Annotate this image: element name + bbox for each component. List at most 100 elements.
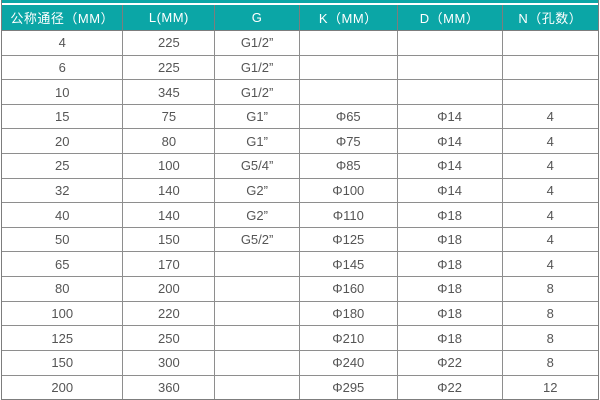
table-cell: Φ75 (298, 128, 398, 155)
table-cell: 4 (501, 128, 598, 155)
table-cell (298, 54, 398, 81)
table-row: 80 200 Φ160 Φ18 8 (2, 276, 598, 302)
table-cell (214, 349, 300, 376)
table-row: 100 220 Φ180 Φ18 8 (2, 300, 598, 327)
table-cell: 65 (2, 251, 124, 278)
table-row: 10 345 G1/2” (2, 79, 598, 105)
table-cell: 140 (122, 202, 216, 228)
table-row: 4 225 G1/2” (2, 30, 598, 56)
table-cell: Φ295 (298, 374, 398, 399)
table-cell: Φ180 (298, 300, 398, 327)
table-cell: 220 (122, 300, 216, 327)
table-body: 4 225 G1/2” 6 225 G1/2” 10 345 G1/2” 15 75 G1” Φ65 Φ1… (2, 30, 598, 399)
table-cell: G2” (214, 177, 300, 204)
table-cell (501, 30, 598, 56)
header-row: 公称通径（MM） L(MM) G K（MM） D（MM） N（孔数） (2, 5, 598, 31)
table-cell: 12 (501, 374, 598, 399)
table-cell: 40 (2, 202, 124, 228)
table-cell: 4 (501, 251, 598, 278)
table-cell (501, 79, 598, 105)
table-cell: Φ100 (298, 177, 398, 204)
table-cell: 6 (2, 54, 124, 81)
table-cell: 125 (2, 325, 124, 351)
table-cell: Φ85 (298, 153, 398, 179)
top-accent-bar (2, 0, 598, 3)
column-header: N（孔数） (501, 5, 598, 31)
table-cell (214, 276, 300, 302)
table-cell: 32 (2, 177, 124, 204)
table-cell: 170 (122, 251, 216, 278)
table-cell: Φ125 (298, 226, 398, 253)
table-cell: Φ160 (298, 276, 398, 302)
column-header: L(MM) (122, 5, 216, 31)
table-row: 25 100 G5/4” Φ85 Φ14 4 (2, 153, 598, 179)
table-row: 200 360 Φ295 Φ22 12 (2, 374, 598, 399)
table-cell: Φ18 (396, 325, 503, 351)
table-row: 20 80 G1” Φ75 Φ14 4 (2, 128, 598, 155)
table-cell: 300 (122, 349, 216, 376)
table-cell: G5/2” (214, 226, 300, 253)
table-cell: 100 (122, 153, 216, 179)
table-cell: Φ65 (298, 103, 398, 130)
table-cell: Φ210 (298, 325, 398, 351)
table-cell: 8 (501, 300, 598, 327)
table-cell (298, 30, 398, 56)
table-cell: 250 (122, 325, 216, 351)
table-cell: 360 (122, 374, 216, 399)
table-cell: G1/2” (214, 54, 300, 81)
table-cell: 100 (2, 300, 124, 327)
table-cell: Φ22 (396, 374, 503, 399)
table-cell: Φ14 (396, 177, 503, 204)
column-header: G (214, 5, 300, 31)
table-cell: 4 (501, 202, 598, 228)
table-cell: 8 (501, 349, 598, 376)
table-cell (214, 251, 300, 278)
table-cell: 8 (501, 325, 598, 351)
table-cell: 140 (122, 177, 216, 204)
table-cell: Φ14 (396, 153, 503, 179)
table-cell (501, 54, 598, 81)
table-cell: 4 (501, 177, 598, 204)
table-cell: G1/2” (214, 30, 300, 56)
table-cell: 10 (2, 79, 124, 105)
table-cell: 225 (122, 54, 216, 81)
table-row: 65 170 Φ145 Φ18 4 (2, 251, 598, 278)
table-cell: Φ145 (298, 251, 398, 278)
table-cell: Φ240 (298, 349, 398, 376)
table-cell (396, 30, 503, 56)
table-cell: 8 (501, 276, 598, 302)
table-cell: Φ22 (396, 349, 503, 376)
table-cell: Φ14 (396, 103, 503, 130)
table-row: 40 140 G2” Φ110 Φ18 4 (2, 202, 598, 228)
table-row: 32 140 G2” Φ100 Φ14 4 (2, 177, 598, 204)
table-cell: G1” (214, 128, 300, 155)
table-header: 公称通径（MM） L(MM) G K（MM） D（MM） N（孔数） (2, 5, 598, 31)
table-cell: G1” (214, 103, 300, 130)
table-cell: Φ110 (298, 202, 398, 228)
table-cell: 50 (2, 226, 124, 253)
accent-gap (2, 3, 598, 5)
table-cell: 20 (2, 128, 124, 155)
table-cell: 150 (2, 349, 124, 376)
table-cell: 15 (2, 103, 124, 130)
table-cell: 80 (122, 128, 216, 155)
table-row: 15 75 G1” Φ65 Φ14 4 (2, 103, 598, 130)
spec-table: 公称通径（MM） L(MM) G K（MM） D（MM） N（孔数） 4 225 G1/2” 6… (2, 5, 598, 399)
table-cell: 4 (2, 30, 124, 56)
table-cell (214, 374, 300, 399)
table-row: 125 250 Φ210 Φ18 8 (2, 325, 598, 351)
table-cell: 80 (2, 276, 124, 302)
table-cell: G1/2” (214, 79, 300, 105)
table-cell (298, 79, 398, 105)
table-cell: Φ18 (396, 276, 503, 302)
column-header: K（MM） (298, 5, 398, 31)
table-row: 50 150 G5/2” Φ125 Φ18 4 (2, 226, 598, 253)
table-cell: 200 (2, 374, 124, 399)
table-row: 6 225 G1/2” (2, 54, 598, 81)
table-cell: 345 (122, 79, 216, 105)
table-cell: 150 (122, 226, 216, 253)
column-header: D（MM） (396, 5, 503, 31)
table-cell: 225 (122, 30, 216, 56)
